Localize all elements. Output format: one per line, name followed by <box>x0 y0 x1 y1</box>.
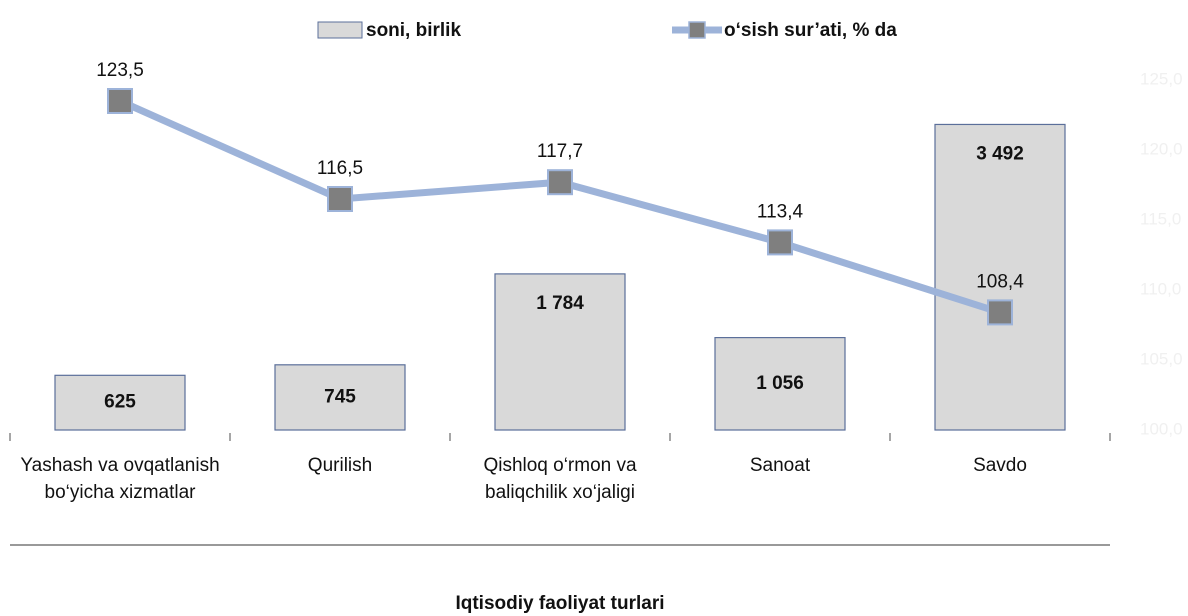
x-tick-label: Qishloq o‘rmon va baliqchilik xo‘jaligi <box>483 455 637 503</box>
y2-tick-label: 120,0 <box>1140 139 1183 158</box>
bar <box>934 123 1066 431</box>
bar <box>494 273 626 431</box>
y2-tick-label: 115,0 <box>1140 209 1181 228</box>
bar <box>274 364 406 431</box>
y2-tick-label: 125,0 <box>1140 69 1183 88</box>
legend-label: o‘sish sur’ati, % da <box>724 20 897 41</box>
bar-value-label: 1 056 <box>756 373 804 394</box>
line-marker <box>107 88 133 114</box>
legend-swatch <box>688 21 706 39</box>
line-value-label: 113,4 <box>757 201 804 222</box>
x-tick-label: Qurilish <box>307 455 373 476</box>
bar-value-label: 745 <box>324 386 356 407</box>
legend-label: soni, birlik <box>366 20 461 41</box>
line-marker <box>767 229 793 256</box>
bar <box>714 337 846 431</box>
bar-value-label: 3 492 <box>976 143 1024 164</box>
legend-swatch <box>317 21 363 39</box>
line-marker <box>547 169 573 196</box>
line-marker <box>327 186 353 212</box>
x-tick-label: Savdo <box>973 455 1027 476</box>
bar <box>54 374 186 431</box>
y2-tick-label: 110,0 <box>1140 279 1181 298</box>
bar-value-label: 625 <box>104 392 136 413</box>
line-value-label: 116,5 <box>317 158 363 179</box>
line-value-label: 123,5 <box>96 60 144 81</box>
line-value-label: 108,4 <box>976 271 1024 292</box>
x-tick-label: Sanoat <box>749 455 811 476</box>
y2-tick-label: 100,0 <box>1140 419 1183 438</box>
line-marker <box>987 299 1013 326</box>
x-axis-title: Iqtisodiy faoliyat turlari <box>455 593 664 614</box>
x-tick-label: Yashash va ovqatlanish bo‘yicha xizmatla… <box>20 455 220 503</box>
line-value-label: 117,7 <box>537 141 583 162</box>
y2-tick-label: 105,0 <box>1140 349 1183 368</box>
bar-value-label: 1 784 <box>536 293 584 314</box>
